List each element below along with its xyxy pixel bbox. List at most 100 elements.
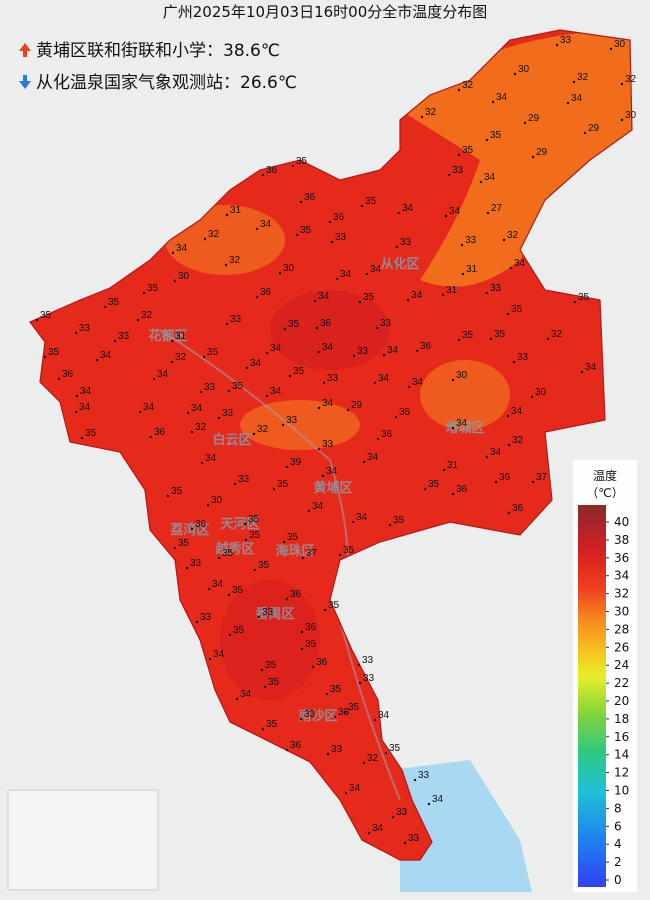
station-temp: 37 xyxy=(306,548,318,559)
station-dot xyxy=(323,608,327,612)
station-dot xyxy=(338,553,342,557)
station-dot xyxy=(479,180,483,184)
station-dot xyxy=(225,322,229,326)
station-dot xyxy=(202,355,206,359)
station-dot xyxy=(406,298,410,302)
station-temp: 34 xyxy=(496,92,508,103)
legend-tick-label: 26 xyxy=(614,640,629,654)
station-dot xyxy=(149,435,153,439)
station-temp: 29 xyxy=(588,123,600,134)
station-temp: 34 xyxy=(326,466,338,477)
station-dot xyxy=(502,238,506,242)
station-temp: 33 xyxy=(238,474,250,485)
station-dot xyxy=(173,279,177,283)
station-temp: 36 xyxy=(456,484,468,495)
station-temp: 35 xyxy=(277,479,289,490)
station-dot xyxy=(357,663,361,667)
station-temp: 35 xyxy=(40,310,52,321)
station-dot xyxy=(407,385,411,389)
station-temp: 33 xyxy=(304,709,316,720)
station-temp: 35 xyxy=(511,304,523,315)
station-dot xyxy=(74,410,78,414)
station-temp: 35 xyxy=(393,515,405,526)
station-dot xyxy=(382,353,386,357)
station-dot xyxy=(207,587,211,591)
station-dot xyxy=(451,426,455,430)
station-dot xyxy=(326,752,330,756)
station-dot xyxy=(373,718,377,722)
station-temp: 32 xyxy=(512,435,524,446)
station-dot xyxy=(103,305,107,309)
station-temp: 35 xyxy=(462,330,474,341)
station-temp: 29 xyxy=(536,147,548,158)
station-temp: 27 xyxy=(491,203,503,214)
station-temp: 35 xyxy=(207,347,219,358)
station-dot xyxy=(494,480,498,484)
station-dot xyxy=(138,410,142,414)
station-temp: 30 xyxy=(456,370,468,381)
station-temp: 36 xyxy=(290,589,302,600)
station-dot xyxy=(328,220,332,224)
station-temp: 33 xyxy=(335,232,347,243)
legend-tick-label: 22 xyxy=(614,676,629,690)
station-temp: 33 xyxy=(408,833,420,844)
station-temp: 35 xyxy=(300,225,312,236)
station-dot xyxy=(263,685,267,689)
station-dot xyxy=(295,233,299,237)
station-dot xyxy=(485,291,489,295)
station-dot xyxy=(261,173,265,177)
station-dot xyxy=(461,272,465,276)
station-temp: 36 xyxy=(512,503,524,514)
station-temp: 36 xyxy=(304,192,316,203)
station-dot xyxy=(620,118,624,122)
station-temp: 34 xyxy=(318,291,330,302)
station-dot xyxy=(208,657,212,661)
station-temp: 33 xyxy=(338,707,350,718)
station-temp: 33 xyxy=(560,35,572,46)
district-label: 黄埔区 xyxy=(313,480,352,496)
station-temp: 37 xyxy=(536,472,548,483)
district-label: 花都区 xyxy=(148,328,187,344)
station-temp: 35 xyxy=(365,196,377,207)
station-dot xyxy=(173,546,177,550)
station-dot xyxy=(441,293,445,297)
station-dot xyxy=(206,503,210,507)
station-temp: 34 xyxy=(240,689,252,700)
station-dot xyxy=(227,593,231,597)
station-dot xyxy=(35,318,39,322)
district-label: 越秀区 xyxy=(214,541,254,557)
station-dot xyxy=(365,272,369,276)
station-dot xyxy=(491,100,495,104)
legend-tick-label: 2 xyxy=(614,855,622,869)
station-dot xyxy=(291,164,295,168)
station-dot xyxy=(272,487,276,491)
station-dot xyxy=(317,406,321,410)
station-temp: 33 xyxy=(286,415,298,426)
station-temp: 35 xyxy=(147,283,159,294)
station-temp: 36 xyxy=(381,429,393,440)
station-temp: 34 xyxy=(340,269,352,280)
legend-tick-label: 6 xyxy=(614,819,622,833)
station-temp: 33 xyxy=(490,283,502,294)
station-temp: 35 xyxy=(171,486,183,497)
legend-tick-label: 38 xyxy=(614,533,629,547)
station-dot xyxy=(506,312,510,316)
station-temp: 35 xyxy=(222,548,234,559)
station-dot xyxy=(620,82,624,86)
station-dot xyxy=(388,523,392,527)
station-dot xyxy=(486,211,490,215)
station-temp: 34 xyxy=(80,386,92,397)
station-dot xyxy=(330,240,334,244)
station-temp: 33 xyxy=(380,318,392,329)
station-temp: 33 xyxy=(200,612,212,623)
station-temp: 34 xyxy=(378,710,390,721)
station-temp: 34 xyxy=(372,823,384,834)
station-temp: 36 xyxy=(266,165,278,176)
station-dot xyxy=(285,748,289,752)
station-dot xyxy=(265,394,269,398)
station-temp: 30 xyxy=(178,271,190,282)
station-temp: 35 xyxy=(348,702,360,713)
station-dot xyxy=(321,474,325,478)
station-dot xyxy=(566,101,570,105)
station-temp: 33 xyxy=(331,744,343,755)
